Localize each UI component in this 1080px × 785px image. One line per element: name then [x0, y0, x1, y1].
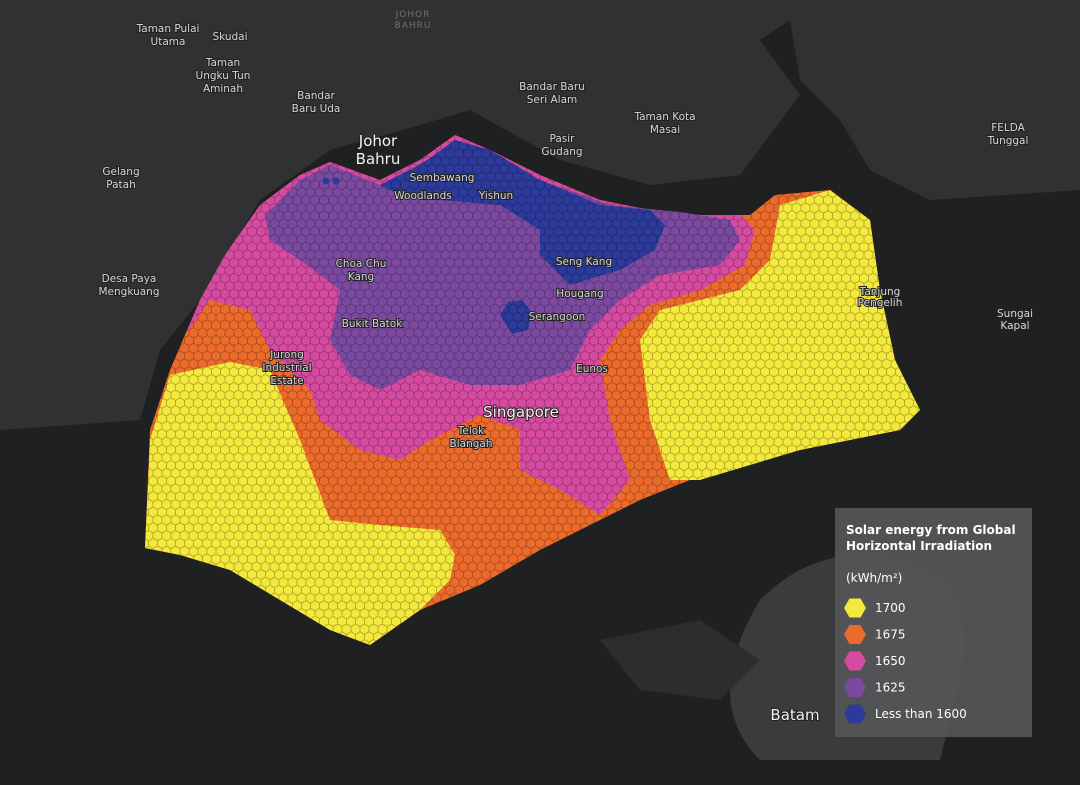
place-label: FELDA [991, 122, 1025, 134]
legend-swatch [844, 651, 866, 671]
place-label: Gelang [102, 166, 139, 178]
place-label: Skudai [212, 31, 247, 43]
place-label: Patah [106, 179, 136, 191]
place-label: Eunos [576, 363, 608, 375]
legend-label: Less than 1600 [875, 707, 967, 721]
place-label: Mengkuang [98, 286, 159, 298]
place-label: Yishun [478, 190, 513, 202]
place-label: Seri Alam [527, 94, 577, 106]
place-label: Bandar [297, 90, 335, 102]
place-label: Tanjung [859, 286, 901, 298]
place-label: Taman Pulai [136, 23, 200, 35]
legend-label: 1625 [875, 681, 906, 695]
legend: Solar energy from Global Horizontal Irra… [835, 508, 1032, 737]
place-label: Bahru [356, 150, 401, 168]
place-label: Ungku Tun [196, 70, 251, 82]
place-label: Bukit Batok [342, 318, 403, 330]
legend-swatch [844, 678, 866, 697]
place-label: Choa Chu [336, 258, 387, 270]
place-label: Utama [151, 36, 186, 48]
island [600, 620, 760, 700]
place-label: Telok [457, 425, 485, 437]
place-label: Industrial [262, 362, 311, 374]
place-label: Taman [205, 57, 240, 69]
legend-title: Solar energy from Global [846, 523, 1016, 537]
place-label: Batam [770, 706, 819, 724]
place-label: JOHOR [395, 10, 431, 20]
place-label: Jurong [269, 349, 304, 361]
region-dot [322, 177, 330, 185]
legend-swatch [844, 598, 866, 618]
place-label: Kapal [1000, 320, 1029, 332]
place-label: Taman Kota [633, 111, 695, 123]
place-label: Estate [270, 375, 303, 387]
place-label: Kang [348, 271, 374, 283]
hex-texture [145, 362, 455, 645]
place-label: Baru Uda [292, 103, 341, 115]
hex-texture [500, 300, 532, 334]
legend-label: 1650 [875, 654, 906, 668]
legend-swatch [844, 625, 866, 644]
hex-texture [380, 140, 665, 285]
place-label: Gudang [541, 146, 582, 158]
place-label: Pasir [550, 133, 576, 145]
legend-title: Horizontal Irradiation [846, 539, 992, 553]
legend-box [835, 508, 1032, 737]
place-label: BAHRU [395, 21, 432, 31]
place-label: Bandar Baru [519, 81, 585, 93]
legend-label: 1675 [875, 628, 906, 642]
place-label: Aminah [203, 83, 243, 95]
place-label: Tunggal [987, 135, 1029, 147]
place-label: Masai [650, 124, 680, 136]
place-label: Desa Paya [102, 273, 157, 285]
place-label: Seng Kang [556, 256, 612, 268]
hex-texture [640, 190, 920, 480]
region-dot [332, 177, 340, 185]
place-label: Hougang [556, 288, 603, 300]
legend-label: 1700 [875, 601, 906, 615]
legend-unit: (kWh/m²) [846, 571, 902, 585]
place-label: Sungai [997, 308, 1033, 320]
place-label: Sembawang [410, 172, 475, 184]
place-label: Serangoon [529, 311, 586, 323]
place-label: Blangah [450, 438, 493, 450]
legend-swatch [844, 704, 866, 724]
irradiation-regions [145, 135, 920, 645]
place-label: Singapore [483, 403, 559, 421]
place-label: Johor [358, 132, 398, 150]
place-label: Woodlands [394, 190, 451, 202]
hex-texture [265, 145, 740, 390]
place-label: Pengelih [858, 297, 903, 309]
